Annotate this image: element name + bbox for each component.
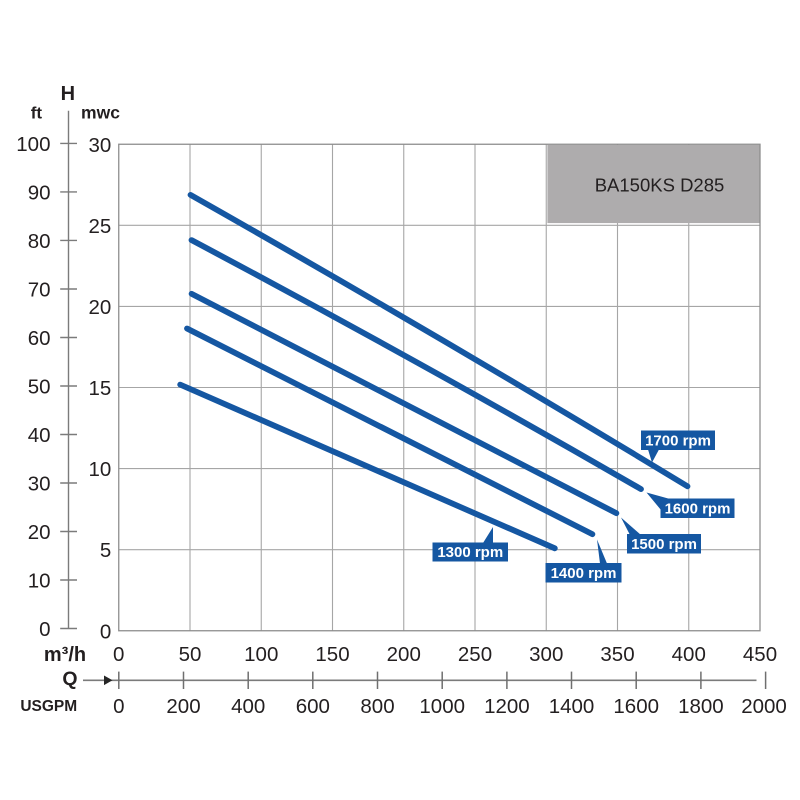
svg-text:200: 200 [387, 643, 421, 666]
svg-text:ft: ft [31, 104, 43, 123]
svg-text:0: 0 [113, 695, 124, 718]
svg-text:1600 rpm: 1600 rpm [665, 501, 731, 518]
svg-text:300: 300 [529, 643, 563, 666]
svg-text:600: 600 [296, 695, 330, 718]
svg-text:50: 50 [28, 376, 51, 399]
svg-text:200: 200 [166, 695, 200, 718]
svg-text:70: 70 [28, 279, 51, 302]
svg-text:1400: 1400 [549, 695, 595, 718]
svg-text:450: 450 [743, 643, 777, 666]
svg-text:2000: 2000 [741, 695, 787, 718]
svg-text:1000: 1000 [419, 695, 465, 718]
svg-text:BA150KS D285: BA150KS D285 [595, 174, 725, 195]
svg-text:60: 60 [28, 327, 51, 350]
svg-text:80: 80 [28, 230, 51, 253]
svg-text:15: 15 [88, 377, 111, 400]
svg-text:1300 rpm: 1300 rpm [437, 544, 503, 561]
svg-text:H: H [61, 83, 75, 105]
svg-text:10: 10 [28, 570, 51, 593]
svg-text:0: 0 [113, 643, 124, 666]
svg-text:0: 0 [39, 618, 50, 641]
svg-text:30: 30 [28, 473, 51, 496]
svg-text:100: 100 [244, 643, 278, 666]
svg-text:20: 20 [28, 521, 51, 544]
svg-text:0: 0 [100, 620, 111, 643]
svg-text:400: 400 [672, 643, 706, 666]
svg-text:50: 50 [179, 643, 202, 666]
svg-text:1200: 1200 [484, 695, 530, 718]
svg-text:1500 rpm: 1500 rpm [631, 536, 697, 553]
svg-text:m³/h: m³/h [44, 644, 86, 666]
svg-text:5: 5 [100, 539, 111, 562]
svg-text:40: 40 [28, 424, 51, 447]
svg-text:Q: Q [62, 668, 77, 690]
svg-text:1400 rpm: 1400 rpm [551, 565, 617, 582]
svg-text:USGPM: USGPM [20, 698, 77, 715]
svg-text:1700 rpm: 1700 rpm [645, 433, 711, 450]
svg-text:150: 150 [315, 643, 349, 666]
svg-text:90: 90 [28, 181, 51, 204]
svg-text:20: 20 [88, 296, 111, 319]
svg-text:400: 400 [231, 695, 265, 718]
svg-text:10: 10 [88, 458, 111, 481]
svg-text:30: 30 [88, 134, 111, 157]
svg-text:250: 250 [458, 643, 492, 666]
svg-text:1600: 1600 [613, 695, 659, 718]
svg-text:350: 350 [600, 643, 634, 666]
svg-text:800: 800 [360, 695, 394, 718]
svg-text:25: 25 [88, 215, 111, 238]
svg-text:mwc: mwc [81, 103, 120, 123]
svg-text:100: 100 [16, 133, 50, 156]
svg-text:1800: 1800 [678, 695, 724, 718]
